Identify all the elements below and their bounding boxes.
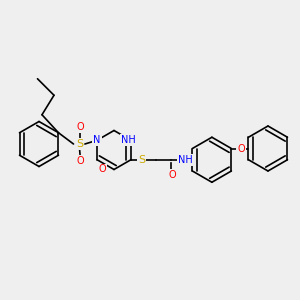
Text: O: O <box>76 122 84 133</box>
Text: NH: NH <box>178 155 192 165</box>
Text: O: O <box>237 143 245 154</box>
Text: O: O <box>98 164 106 175</box>
Text: N: N <box>93 135 101 145</box>
Text: O: O <box>168 170 176 180</box>
Text: S: S <box>138 155 145 165</box>
Text: NH: NH <box>121 135 135 145</box>
Text: O: O <box>76 155 84 166</box>
Text: S: S <box>76 139 83 149</box>
